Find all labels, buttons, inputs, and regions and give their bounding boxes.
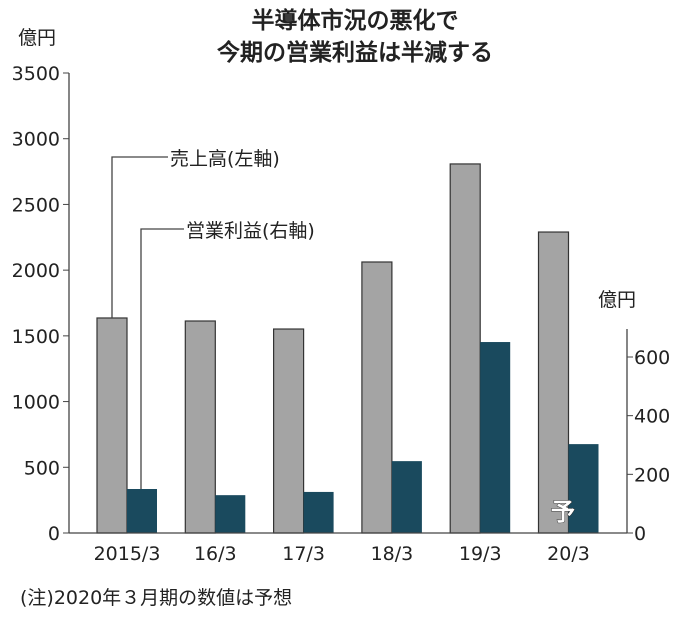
- left-tick-label: 1500: [12, 326, 60, 348]
- right-axis-unit: 億円: [598, 289, 636, 311]
- profit-bar: [568, 444, 599, 533]
- x-tick-label: 17/3: [282, 543, 325, 565]
- legend-leader-profit: [140, 228, 184, 489]
- right-tick-label: 0: [634, 523, 646, 545]
- sales-bar: [537, 231, 570, 534]
- profit-bar: [127, 489, 157, 533]
- left-tick-label: 1000: [12, 392, 60, 414]
- profit-bar: [391, 461, 422, 533]
- left-tick-label: 0: [48, 523, 60, 545]
- profit-bar: [215, 495, 246, 533]
- x-tick-label: 19/3: [459, 543, 502, 565]
- legend-profit: 営業利益(右軸): [186, 220, 315, 242]
- right-tick-label: 600: [634, 347, 670, 369]
- legend-leader-sales: [111, 156, 168, 318]
- sales-bar: [361, 261, 393, 534]
- chart-title-line-2: 今期の営業利益は半減する: [217, 39, 493, 66]
- profit-bar: [303, 491, 334, 533]
- sales-bar: [96, 317, 128, 534]
- x-tick-label: 18/3: [371, 543, 414, 565]
- chart-note: (注)2020年３月期の数値は予想: [20, 587, 292, 609]
- right-tick-label: 400: [634, 406, 670, 428]
- left-axis-unit: 億円: [18, 27, 56, 49]
- left-tick-label: 2500: [12, 194, 60, 216]
- forecast-marker: 予: [551, 498, 575, 526]
- sales-bar: [449, 163, 481, 534]
- left-tick-label: 3500: [12, 63, 60, 85]
- left-tick-label: 2000: [12, 260, 60, 282]
- legend-sales: 売上高(左軸): [170, 148, 280, 170]
- x-tick-label: 20/3: [547, 543, 590, 565]
- left-tick-label: 3000: [12, 129, 60, 151]
- x-tick-label: 16/3: [194, 543, 237, 565]
- x-tick-label: 2015/3: [94, 543, 161, 565]
- profit-bar: [480, 342, 511, 533]
- sales-bar: [184, 320, 216, 534]
- left-tick-label: 500: [24, 457, 60, 479]
- sales-bar: [273, 328, 305, 534]
- right-tick-label: 200: [634, 464, 670, 486]
- chart-title-line-1: 半導体市況の悪化で: [252, 7, 459, 34]
